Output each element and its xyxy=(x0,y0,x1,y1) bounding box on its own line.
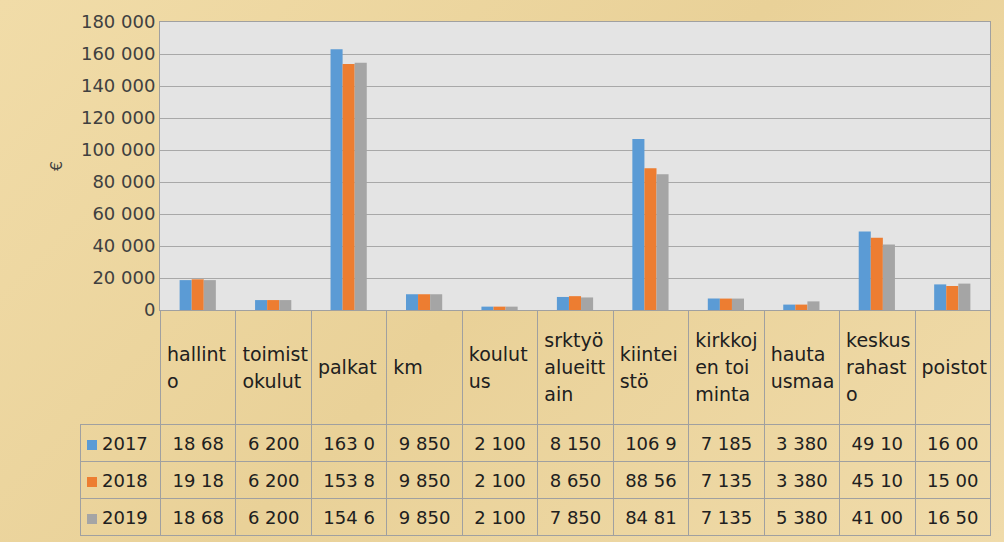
html-text:163 0: 163 0 xyxy=(323,432,375,454)
html-text:7 135: 7 135 xyxy=(700,469,753,491)
svg-text:40 000: 40 000 xyxy=(92,235,155,256)
html-text:2 100: 2 100 xyxy=(474,469,526,491)
html-text:2 100: 2 100 xyxy=(474,432,526,454)
html-text:15 00: 15 00 xyxy=(927,469,979,491)
html-text:kiinteistö: kiinteistö xyxy=(619,342,678,392)
html-text:toimistokulut: toimistokulut xyxy=(242,342,308,392)
svg-text:0: 0 xyxy=(143,299,156,321)
html-text:keskusrahasto: keskusrahasto xyxy=(846,329,911,405)
html-text:16 00: 16 00 xyxy=(927,432,979,454)
html-text:2017: 2017 xyxy=(102,432,148,454)
html-text:9 850: 9 850 xyxy=(398,506,451,528)
html-text:6 200: 6 200 xyxy=(247,506,300,528)
html-text:154 6: 154 6 xyxy=(323,506,375,528)
html-text:106 9: 106 9 xyxy=(625,432,677,454)
svg-text:120 000: 120 000 xyxy=(81,107,155,128)
html-text:7 185: 7 185 xyxy=(700,432,753,454)
html-text:srktyöalueittain: srktyöalueittain xyxy=(544,329,606,405)
html-text:88 56: 88 56 xyxy=(625,469,677,491)
html-text:8 650: 8 650 xyxy=(549,469,602,491)
svg-text:140 000: 140 000 xyxy=(81,75,155,96)
html-text:45 10: 45 10 xyxy=(851,469,904,491)
html-text:7 850: 7 850 xyxy=(549,506,602,528)
html-text:hallinto: hallinto xyxy=(167,342,226,392)
html-text:19 18: 19 18 xyxy=(172,469,224,491)
html-text:kirkkojen toiminta: kirkkojen toiminta xyxy=(695,329,758,405)
html-text:18 68: 18 68 xyxy=(172,506,224,528)
html-text:poistot: poistot xyxy=(921,356,987,378)
html-text:9 850: 9 850 xyxy=(398,432,451,454)
html-text:8 150: 8 150 xyxy=(549,432,602,454)
svg-text:160 000: 160 000 xyxy=(81,43,155,64)
html-text:9 850: 9 850 xyxy=(398,469,451,491)
html-text:hautausmaa: hautausmaa xyxy=(770,342,835,392)
html-text:16 50: 16 50 xyxy=(927,506,979,528)
svg-text:€: € xyxy=(47,161,66,171)
html-text:2018: 2018 xyxy=(102,469,148,491)
html-text:3 380: 3 380 xyxy=(776,469,828,491)
html-text:49 10: 49 10 xyxy=(851,432,904,454)
html-text:41 00: 41 00 xyxy=(851,506,904,528)
html-text:palkat: palkat xyxy=(317,356,377,378)
html-text:18 68: 18 68 xyxy=(172,432,224,454)
html-text:3 380: 3 380 xyxy=(776,432,828,454)
svg-text:80 000: 80 000 xyxy=(92,171,155,192)
svg-text:100 000: 100 000 xyxy=(81,139,155,160)
html-text:km: km xyxy=(393,356,423,378)
html-text:2019: 2019 xyxy=(102,506,148,528)
svg-text:180 000: 180 000 xyxy=(81,11,155,32)
html-text:7 135: 7 135 xyxy=(700,506,753,528)
html-text:153 8: 153 8 xyxy=(323,469,375,491)
html-text:84 81: 84 81 xyxy=(625,506,677,528)
html-text:6 200: 6 200 xyxy=(247,469,300,491)
html-text:koulutus: koulutus xyxy=(468,342,528,392)
svg-text:20 000: 20 000 xyxy=(92,267,155,288)
html-text:2 100: 2 100 xyxy=(474,506,526,528)
svg-text:60 000: 60 000 xyxy=(92,203,155,224)
html-text:5 380: 5 380 xyxy=(776,506,828,528)
html-text:6 200: 6 200 xyxy=(247,432,300,454)
